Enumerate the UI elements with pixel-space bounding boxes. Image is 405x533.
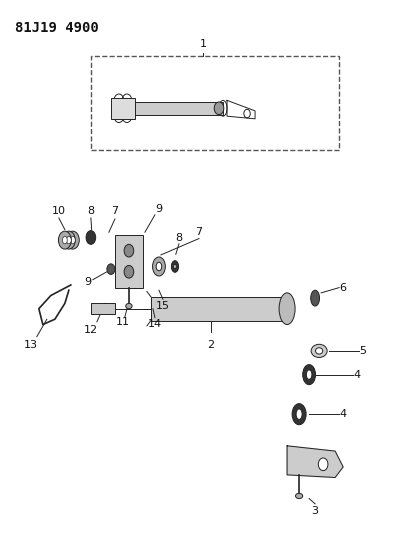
Ellipse shape <box>315 348 322 354</box>
Polygon shape <box>286 446 342 478</box>
Bar <box>91 303 115 314</box>
Ellipse shape <box>278 293 294 325</box>
Ellipse shape <box>156 262 161 271</box>
Text: 2: 2 <box>207 341 214 350</box>
Ellipse shape <box>66 237 71 244</box>
Ellipse shape <box>295 409 301 419</box>
Text: 15: 15 <box>156 301 170 311</box>
Circle shape <box>107 264 115 274</box>
Text: 7: 7 <box>111 206 118 216</box>
Circle shape <box>124 244 133 257</box>
Text: 13: 13 <box>24 341 38 350</box>
Text: 3: 3 <box>311 506 318 516</box>
Text: 6: 6 <box>338 282 345 293</box>
Ellipse shape <box>295 494 302 498</box>
Circle shape <box>318 458 327 471</box>
Text: 14: 14 <box>147 319 162 329</box>
Text: 4: 4 <box>338 409 345 419</box>
Ellipse shape <box>305 370 311 379</box>
Bar <box>91 55 338 150</box>
Bar <box>111 98 134 119</box>
Bar <box>134 102 222 115</box>
Text: 12: 12 <box>83 325 98 335</box>
Ellipse shape <box>70 237 75 244</box>
Circle shape <box>124 265 133 278</box>
Ellipse shape <box>171 261 178 272</box>
Ellipse shape <box>62 231 75 249</box>
Circle shape <box>214 102 223 115</box>
Ellipse shape <box>152 257 165 276</box>
Text: 10: 10 <box>52 206 66 216</box>
Bar <box>115 235 143 288</box>
Ellipse shape <box>58 231 71 249</box>
Ellipse shape <box>173 264 176 269</box>
Text: 8: 8 <box>175 233 182 243</box>
Bar <box>151 297 290 320</box>
Text: 11: 11 <box>115 317 130 327</box>
Text: 9: 9 <box>83 277 91 287</box>
Ellipse shape <box>310 290 319 306</box>
Ellipse shape <box>291 403 305 425</box>
Ellipse shape <box>310 344 326 358</box>
Text: 7: 7 <box>195 228 202 238</box>
Text: 5: 5 <box>358 346 365 356</box>
Text: 4: 4 <box>352 369 359 379</box>
Ellipse shape <box>126 303 132 309</box>
Ellipse shape <box>66 231 79 249</box>
Ellipse shape <box>86 231 96 244</box>
Text: 1: 1 <box>199 39 206 49</box>
Text: 9: 9 <box>155 204 162 214</box>
Text: 81J19 4900: 81J19 4900 <box>15 21 98 35</box>
Ellipse shape <box>62 237 67 244</box>
Ellipse shape <box>302 365 315 385</box>
Text: 8: 8 <box>87 206 94 216</box>
